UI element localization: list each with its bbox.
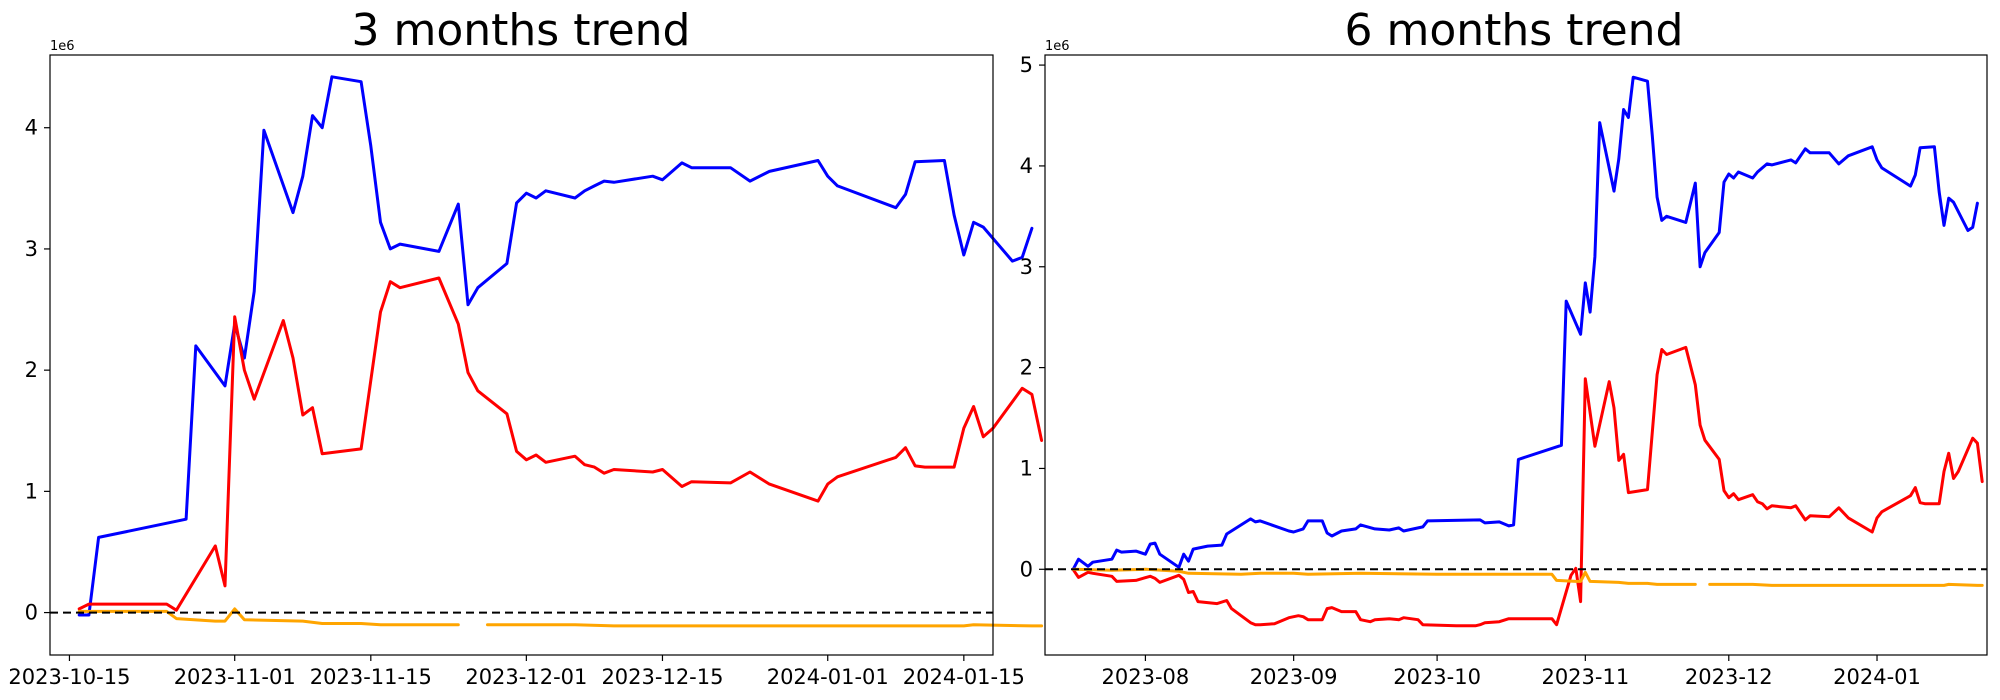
panel-3-months: 3 months trend 1e6 2023-10-15 2023-11-01 2… [8,5,1044,689]
axes-frame [1044,54,1988,656]
y-tick-label: 1 [1020,456,1033,480]
panel-6-months: 6 months trend 1e6 2023-08 2023-09 2023-10… [1020,5,1988,689]
x-tick-label: 2023-11-01 [174,665,296,689]
axes-frame [49,54,994,656]
chart-title: 3 months trend [352,5,691,56]
series-line-3 [1072,567,1984,587]
plot-area [50,55,993,655]
y-tick-label: 1 [25,479,38,503]
x-tick-label: 2024-01-15 [903,665,1025,689]
plot-area [1045,55,1987,655]
series-line-3 [77,607,1044,628]
y-axis-multiplier: 1e6 [1045,39,1070,54]
y-tick-label: 4 [25,116,38,140]
y-tick-label: 0 [1020,557,1033,581]
y-axis: 0 1 2 3 4 [25,116,50,625]
x-tick-label: 2023-09 [1250,665,1338,689]
series-group [77,75,1044,628]
x-tick-label: 2023-08 [1102,665,1190,689]
y-tick-label: 3 [1020,255,1033,279]
x-tick-label: 2024-01 [1833,665,1921,689]
y-tick-label: 2 [25,358,38,382]
x-axis: 2023-08 2023-09 2023-10 2023-11 2023-12 2024-… [1102,655,1921,689]
series-line-2 [1072,345,1984,628]
x-tick-label: 2023-12-15 [601,665,723,689]
y-tick-label: 0 [25,601,38,625]
x-tick-label: 2024-01-01 [767,665,889,689]
y-tick-label: 3 [25,237,38,261]
y-axis: 0 1 2 3 4 5 [1020,53,1045,581]
x-tick-label: 2023-11-15 [310,665,432,689]
series-line-1 [1072,75,1979,570]
x-tick-label: 2023-12 [1685,665,1773,689]
chart-title: 6 months trend [1345,5,1684,56]
x-axis: 2023-10-15 2023-11-01 2023-11-15 2023-12-01… [8,655,1025,689]
series-line-2 [77,276,1044,612]
series-group [1072,75,1984,628]
y-axis-multiplier: 1e6 [50,39,75,54]
x-tick-label: 2023-10 [1393,665,1481,689]
y-tick-label: 2 [1020,356,1033,380]
x-tick-label: 2023-11 [1541,665,1629,689]
y-tick-label: 5 [1020,53,1033,77]
x-tick-label: 2023-10-15 [8,665,130,689]
y-tick-label: 4 [1020,154,1033,178]
x-tick-label: 2023-12-01 [465,665,587,689]
series-line-1 [77,75,1034,617]
